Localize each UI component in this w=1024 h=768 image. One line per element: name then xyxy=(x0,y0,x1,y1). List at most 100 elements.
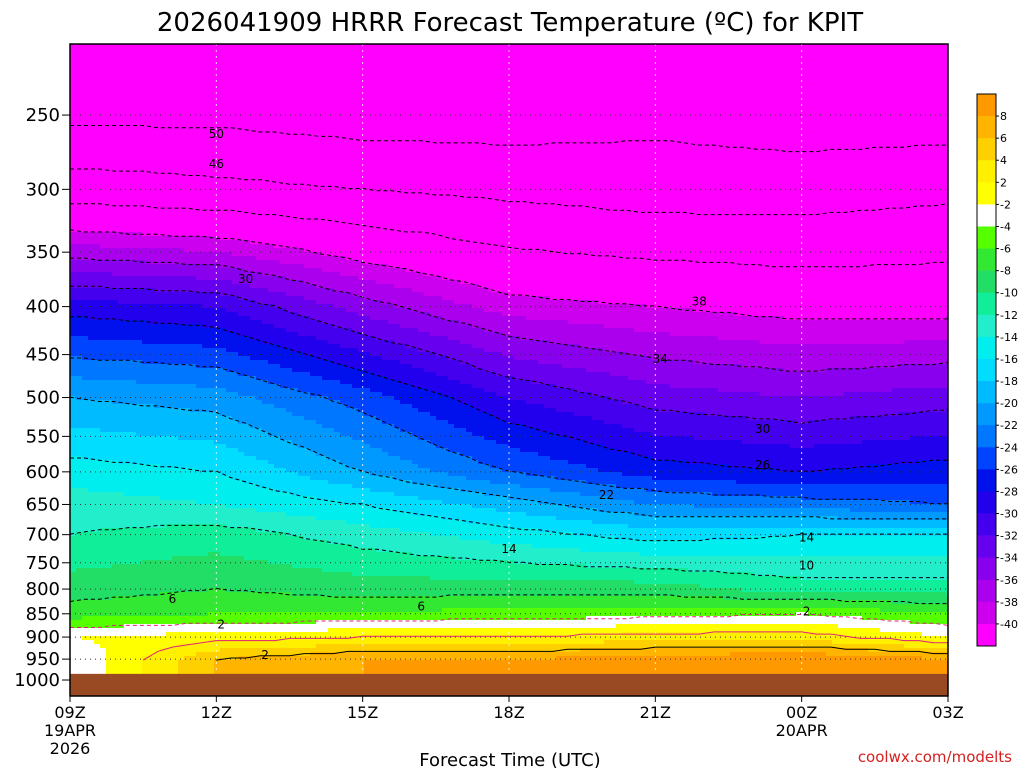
temperature-cell xyxy=(178,316,185,321)
temperature-cell xyxy=(136,640,143,645)
temperature-cell xyxy=(214,148,221,153)
temperature-cell xyxy=(202,272,209,277)
temperature-cell xyxy=(106,340,113,345)
temperature-cell xyxy=(178,412,185,417)
temperature-cell xyxy=(232,356,239,361)
temperature-cell xyxy=(238,60,245,65)
temperature-cell xyxy=(148,480,155,485)
temperature-cell xyxy=(226,364,233,369)
temperature-cell xyxy=(154,424,161,429)
temperature-cell xyxy=(118,188,125,193)
temperature-cell xyxy=(136,316,143,321)
temperature-cell xyxy=(196,312,203,317)
temperature-cell xyxy=(124,104,131,109)
temperature-cell xyxy=(214,496,221,501)
temperature-cell xyxy=(124,336,131,341)
temperature-cell xyxy=(166,136,173,141)
temperature-cell xyxy=(202,448,209,453)
temperature-cell xyxy=(238,596,245,601)
temperature-cell xyxy=(226,184,233,189)
temperature-cell xyxy=(208,112,215,117)
temperature-cell xyxy=(100,612,107,617)
temperature-cell xyxy=(214,596,221,601)
temperature-cell xyxy=(196,252,203,257)
temperature-cell xyxy=(202,428,209,433)
temperature-cell xyxy=(100,68,107,73)
temperature-cell xyxy=(184,536,191,541)
temperature-cell xyxy=(178,492,185,497)
temperature-cell xyxy=(118,376,125,381)
temperature-cell xyxy=(190,308,197,313)
temperature-cell xyxy=(160,188,167,193)
temperature-cell xyxy=(124,628,131,633)
temperature-cell xyxy=(208,628,215,633)
temperature-cell xyxy=(94,252,101,257)
temperature-cell xyxy=(220,652,227,657)
temperature-cell xyxy=(70,132,77,137)
temperature-cell xyxy=(166,212,173,217)
temperature-cell xyxy=(202,568,209,573)
temperature-cell xyxy=(226,544,233,549)
temperature-cell xyxy=(136,284,143,289)
temperature-cell xyxy=(196,68,203,73)
temperature-cell xyxy=(238,548,245,553)
temperature-cell xyxy=(88,224,95,229)
temperature-cell xyxy=(142,256,149,261)
temperature-cell xyxy=(142,76,149,81)
temperature-cell xyxy=(100,176,107,181)
temperature-cell xyxy=(100,496,107,501)
temperature-cell xyxy=(100,388,107,393)
temperature-cell xyxy=(88,640,95,645)
temperature-cell xyxy=(148,584,155,589)
temperature-cell xyxy=(100,600,107,605)
temperature-cell xyxy=(118,212,125,217)
temperature-cell xyxy=(148,632,155,637)
temperature-cell xyxy=(184,540,191,545)
temperature-cell xyxy=(76,272,83,277)
temperature-cell xyxy=(94,84,101,89)
temperature-cell xyxy=(154,248,161,253)
temperature-cell xyxy=(226,392,233,397)
temperature-cell xyxy=(142,132,149,137)
temperature-cell xyxy=(244,460,251,465)
temperature-cell xyxy=(226,604,233,609)
temperature-cell xyxy=(172,100,179,105)
temperature-cell xyxy=(94,644,101,649)
temperature-cell xyxy=(214,552,221,557)
temperature-cell xyxy=(202,228,209,233)
temperature-cell xyxy=(142,208,149,213)
temperature-cell xyxy=(244,188,251,193)
temperature-cell xyxy=(208,380,215,385)
temperature-cell xyxy=(214,404,221,409)
temperature-cell xyxy=(178,272,185,277)
temperature-cell xyxy=(166,304,173,309)
temperature-cell xyxy=(112,216,119,221)
temperature-cell xyxy=(226,200,233,205)
temperature-cell xyxy=(172,168,179,173)
temperature-cell xyxy=(184,664,191,669)
temperature-cell xyxy=(196,360,203,365)
temperature-cell xyxy=(160,408,167,413)
temperature-cell xyxy=(118,480,125,485)
temperature-cell xyxy=(130,520,137,525)
temperature-cell xyxy=(196,400,203,405)
temperature-cell xyxy=(106,200,113,205)
temperature-cell xyxy=(118,280,125,285)
temperature-cell xyxy=(148,612,155,617)
temperature-cell xyxy=(106,104,113,109)
temperature-cell xyxy=(100,456,107,461)
temperature-cell xyxy=(112,96,119,101)
temperature-cell xyxy=(184,156,191,161)
temperature-cell xyxy=(112,212,119,217)
temperature-cell xyxy=(220,576,227,581)
temperature-cell xyxy=(82,556,89,561)
temperature-cell xyxy=(82,364,89,369)
temperature-cell xyxy=(244,384,251,389)
temperature-cell xyxy=(100,368,107,373)
temperature-cell xyxy=(130,548,137,553)
temperature-cell xyxy=(82,124,89,129)
temperature-cell xyxy=(106,428,113,433)
temperature-cell xyxy=(202,168,209,173)
temperature-cell xyxy=(238,496,245,501)
temperature-cell xyxy=(166,372,173,377)
